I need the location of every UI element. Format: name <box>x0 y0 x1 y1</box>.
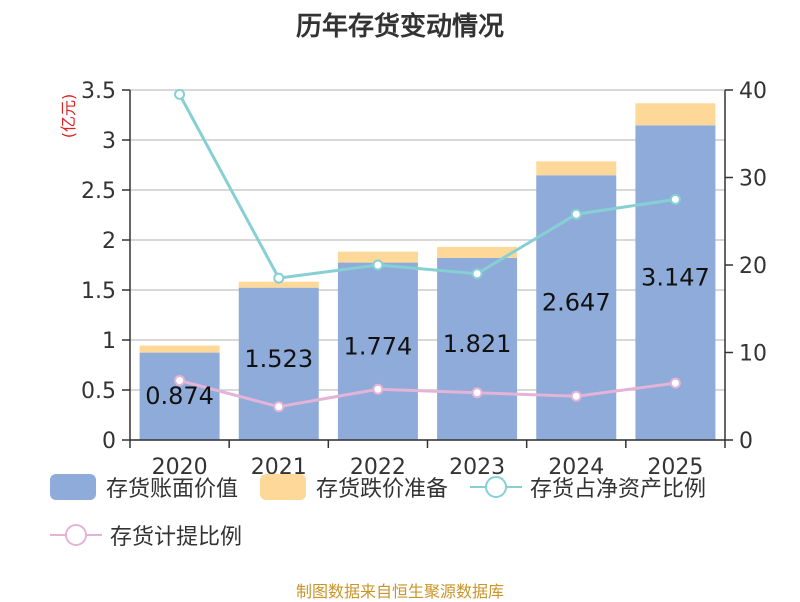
y-left-tick-label: 3.5 <box>81 79 116 104</box>
line-point <box>174 375 186 386</box>
bar-impairment-reserve <box>238 281 319 288</box>
legend-swatch <box>50 474 96 500</box>
bar-data-label: 1.821 <box>443 330 512 358</box>
line-provision-ratio <box>179 379 676 409</box>
x-tick-label: 2025 <box>647 455 703 480</box>
bar-book-value <box>337 262 418 440</box>
legend-line-marker <box>470 476 523 498</box>
chart-legend: 存货账面价值 存货跌价准备 存货占净资产比例存货计提比例 <box>50 470 790 566</box>
bar-impairment-reserve <box>536 161 617 176</box>
bar-data-label: 1.523 <box>244 345 313 373</box>
legend-label: 存货计提比例 <box>110 525 243 550</box>
y-left-axis-label: (亿元) <box>59 94 78 139</box>
line-point <box>273 272 285 284</box>
line-inventory-to-net-assets <box>178 93 676 280</box>
line-point <box>570 390 582 402</box>
line-point <box>669 377 681 389</box>
chart-title: 历年存货变动情况 <box>295 12 504 42</box>
legend-item[interactable]: 存货账面价值 <box>50 470 238 504</box>
y-left-tick-label: 3 <box>102 129 116 154</box>
legend-item[interactable]: 存货占净资产比例 <box>470 470 706 504</box>
line-point <box>669 193 681 205</box>
legend-label: 存货占净资产比例 <box>530 477 707 502</box>
y-right-tick-label: 20 <box>739 254 767 279</box>
y-left-tick-label: 2.5 <box>81 179 116 204</box>
line-point <box>273 401 285 413</box>
y-right-tick-label: 10 <box>739 342 767 367</box>
bar-impairment-reserve <box>635 103 716 126</box>
legend-line-marker <box>50 524 102 546</box>
data-source-note: 制图数据来自恒生聚源数据库 <box>295 582 504 601</box>
bar-data-label: 3.147 <box>641 264 710 292</box>
legend-label: 存货跌价准备 <box>316 477 449 502</box>
x-tick-label: 2020 <box>152 455 208 480</box>
y-left-tick-label: 0 <box>102 429 116 454</box>
y-right-tick-label: 40 <box>739 79 767 104</box>
y-left-tick-label: 2 <box>102 229 116 254</box>
y-left-tick-label: 1.5 <box>81 279 116 304</box>
y-right-tick-label: 30 <box>739 167 767 192</box>
bar-data-label: 0.874 <box>145 382 214 410</box>
x-tick-label: 2023 <box>449 455 505 480</box>
line-point <box>471 268 483 280</box>
line-point <box>174 88 186 100</box>
y-left-tick-label: 1 <box>102 329 116 354</box>
bar-book-value <box>238 287 319 440</box>
line-point <box>570 208 582 220</box>
legend-label: 存货账面价值 <box>106 477 239 502</box>
bar-impairment-reserve <box>139 345 220 353</box>
x-tick-label: 2024 <box>548 455 604 480</box>
bar-data-label: 1.774 <box>344 332 413 360</box>
x-tick-label: 2022 <box>350 455 406 480</box>
bar-impairment-reserve <box>337 251 418 263</box>
bar-data-label: 2.647 <box>542 289 611 317</box>
bar-book-value <box>139 352 220 440</box>
y-right-tick-label: 0 <box>739 429 753 454</box>
line-point <box>372 259 384 271</box>
line-point <box>471 387 483 399</box>
y-left-tick-label: 0.5 <box>81 379 116 404</box>
legend-swatch <box>260 474 307 500</box>
legend-item[interactable]: 存货跌价准备 <box>260 470 448 504</box>
bar-book-value <box>437 257 518 440</box>
bar-impairment-reserve <box>437 246 518 258</box>
line-point <box>372 383 384 395</box>
legend-item[interactable]: 存货计提比例 <box>50 518 242 552</box>
